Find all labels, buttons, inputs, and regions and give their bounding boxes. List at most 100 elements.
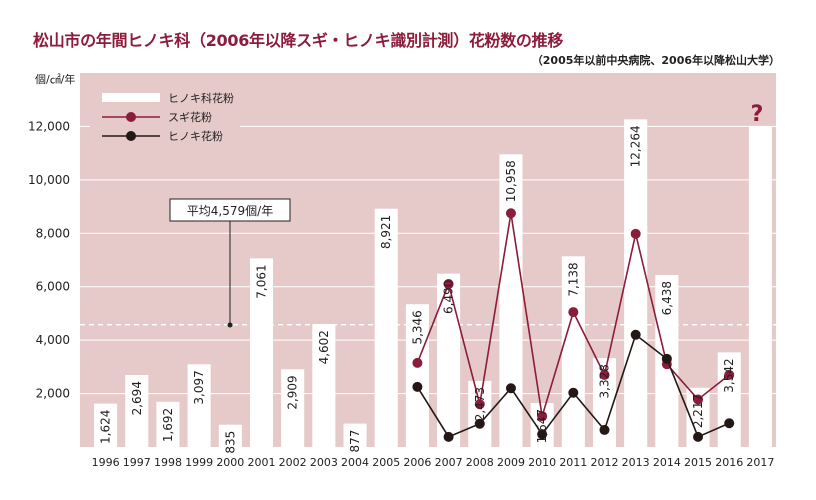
line-series [412, 208, 735, 442]
x-tick-label-2013: 2013 [622, 456, 650, 469]
x-axis-ticks: 1996 1997 1998 1999 2000 2001 2002 2003 2004 2005… [92, 456, 775, 469]
value-label-2000: 835 [223, 431, 237, 454]
x-tick-label-2004: 2004 [341, 456, 369, 469]
hinoki-point-2015 [693, 431, 704, 442]
bar-1996 [94, 403, 118, 447]
bar-2005 [374, 208, 398, 447]
x-tick-label-1997: 1997 [123, 456, 151, 469]
bar-2006 [405, 304, 429, 447]
x-tick-label-2002: 2002 [279, 456, 307, 469]
bar-2004 [343, 423, 367, 447]
x-tick-label-2011: 2011 [559, 456, 587, 469]
x-tick-label-1999: 1999 [185, 456, 213, 469]
x-tick-label-2009: 2009 [497, 456, 525, 469]
value-label-2004: 877 [348, 430, 362, 453]
y-tick-label: 12,000 [28, 119, 70, 133]
legend-label-sugi: スギ花粉 [168, 111, 212, 124]
bar-2007 [437, 273, 461, 447]
hinoki-point-2009 [505, 383, 516, 394]
value-label-2011: 7,138 [566, 262, 580, 296]
sugi-point-2011 [568, 307, 579, 318]
hinoki-point-2013 [630, 329, 641, 340]
bar-2013 [624, 119, 648, 447]
y-axis-label: 個/㎠/年 [35, 72, 75, 86]
hinoki-point-2012 [599, 424, 610, 435]
value-label-2015: 2,217 [691, 394, 705, 428]
x-tick-label-1998: 1998 [154, 456, 182, 469]
x-tick-label-2001: 2001 [248, 456, 276, 469]
bar-2012 [592, 358, 617, 447]
average-callout-label: 平均4,579個/年 [187, 204, 273, 218]
hinoki-point-2016 [724, 418, 735, 429]
value-label-1997: 2,694 [130, 381, 144, 415]
hinoki-point-2007 [443, 431, 454, 442]
y-tick-label: 6,000 [36, 280, 70, 294]
bar-2010 [530, 403, 554, 447]
y-tick-label: 10,000 [28, 173, 70, 187]
value-label-2001: 7,061 [255, 264, 269, 298]
sugi-point-2007 [443, 279, 454, 290]
value-label-2002: 2,909 [286, 375, 300, 409]
bar-1997 [125, 375, 149, 447]
value-label-1996: 1,624 [99, 410, 113, 444]
x-tick-label-2010: 2010 [528, 456, 556, 469]
x-tick-label-2007: 2007 [435, 456, 463, 469]
bar-2001 [249, 258, 274, 447]
value-label-2009: 10,958 [504, 160, 518, 202]
bar-2017 [748, 126, 772, 447]
average-callout-dot [227, 322, 233, 328]
value-label-2008: 2,473 [473, 387, 487, 421]
chart-title: 松山市の年間ヒノキ科（2006年以降スギ・ヒノキ識別計測）花粉数の推移 [33, 31, 564, 50]
x-tick-label-2016: 2016 [715, 456, 743, 469]
bar-2015 [686, 387, 710, 447]
sugi-point-2010 [537, 411, 548, 422]
value-label-1998: 1,692 [161, 408, 175, 442]
sugi-point-2012 [599, 369, 610, 380]
value-label-2006: 5,346 [410, 310, 424, 344]
sugi-point-2008 [474, 399, 485, 410]
sugi-point-2016 [724, 369, 735, 380]
y-tick-label: 4,000 [36, 333, 70, 347]
bar-2016 [717, 352, 741, 447]
hinoki-point-2011 [568, 387, 579, 398]
x-tick-label-2006: 2006 [403, 456, 431, 469]
y-axis-ticks: 2,000 4,000 6,000 8,000 10,000 12,000 [28, 119, 70, 400]
value-label-2005: 8,921 [379, 215, 393, 249]
value-label-2014: 6,438 [660, 281, 674, 315]
x-tick-label-1996: 1996 [92, 456, 120, 469]
bar-1998 [156, 401, 180, 447]
x-tick-label-2012: 2012 [591, 456, 619, 469]
legend-swatch-sugi-dot [126, 112, 136, 122]
x-tick-label-2014: 2014 [653, 456, 681, 469]
sugi-point-2015 [693, 394, 704, 405]
legend: ヒノキ科花粉 スギ花粉 ヒノキ花粉 [90, 83, 240, 147]
x-tick-label-2008: 2008 [466, 456, 494, 469]
value-labels: 1,624 2,694 1,692 3,097 835 7,061 2,909 4,602 87… [99, 125, 737, 453]
legend-label-hinoki: ヒノキ花粉 [168, 130, 223, 143]
x-tick-label-2015: 2015 [684, 456, 712, 469]
bar-2008 [468, 380, 492, 447]
sugi-point-2013 [630, 228, 641, 239]
hinoki-point-2010 [537, 429, 548, 440]
hinoki-point-2006 [412, 381, 423, 392]
value-label-2013: 12,264 [629, 125, 643, 167]
value-label-2016: 3,542 [722, 358, 736, 392]
value-label-2010: 1,647 [535, 409, 549, 443]
hinoki-point-2014 [661, 353, 672, 364]
sugi-point-2009 [505, 208, 516, 219]
unknown-2017-marker: ? [751, 102, 764, 127]
y-tick-label: 2,000 [36, 387, 70, 401]
sugi-point-2006 [412, 357, 423, 368]
legend-label-bar: ヒノキ科花粉 [168, 91, 234, 105]
bar-2003 [312, 324, 336, 447]
value-label-2012: 3,328 [598, 364, 612, 398]
x-tick-label-2000: 2000 [216, 456, 244, 469]
value-label-1999: 3,097 [192, 370, 206, 404]
bar-2009 [499, 154, 523, 447]
y-tick-label: 8,000 [36, 226, 70, 240]
chart-subtitle: （2005年以前中央病院、2006年以降松山大学） [531, 54, 780, 67]
legend-swatch-hinoki-dot [126, 131, 136, 141]
x-tick-label-2003: 2003 [310, 456, 338, 469]
bar-1999 [187, 364, 211, 447]
